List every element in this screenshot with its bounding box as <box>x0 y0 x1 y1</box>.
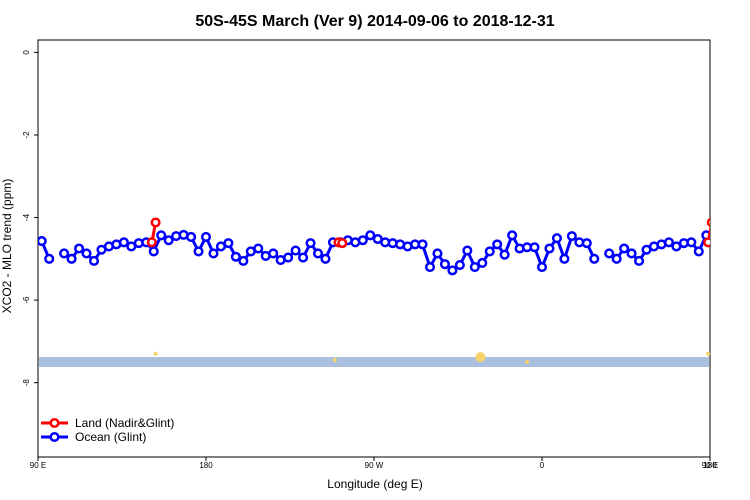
y-tick-label: -8 <box>22 379 31 387</box>
data-point <box>424 262 436 273</box>
data-point <box>484 246 495 257</box>
data-point <box>566 231 577 242</box>
x-tick-label: 0 <box>540 461 545 470</box>
y-tick-label: -2 <box>22 131 31 139</box>
data-point <box>706 217 710 228</box>
data-point <box>290 245 301 256</box>
data-point <box>693 246 704 257</box>
data-point <box>581 238 592 249</box>
band-layer <box>39 357 709 367</box>
scatter-point <box>706 351 711 356</box>
data-point <box>59 248 70 259</box>
series-ocean <box>38 229 710 276</box>
series-land <box>146 217 710 249</box>
y-tick-label: -6 <box>22 296 31 304</box>
data-point <box>663 237 674 248</box>
data-point <box>365 230 376 241</box>
data-point <box>163 235 174 246</box>
data-point <box>551 233 562 244</box>
coverage-band <box>39 357 709 367</box>
x-axis-label: Longitude (deg E) <box>327 477 422 491</box>
data-point <box>283 252 294 263</box>
data-point <box>146 237 157 248</box>
y-tick-label: -4 <box>22 213 31 221</box>
legend-label: Land (Nadir&Glint) <box>75 416 174 430</box>
series-layer <box>38 217 710 276</box>
data-point <box>626 248 637 259</box>
legend-label: Ocean (Glint) <box>75 430 146 444</box>
scatter-point <box>475 352 486 363</box>
y-axis: 0 -2 -4 -6 -8 <box>22 50 38 387</box>
y-axis-label: XCO2 - MLO trend (ppm) <box>0 179 14 314</box>
data-point <box>150 217 161 228</box>
data-point <box>417 239 428 250</box>
data-point <box>536 262 548 273</box>
data-point <box>200 231 212 242</box>
legend-item: Ocean (Glint) <box>41 430 146 444</box>
data-point <box>223 238 234 249</box>
data-point <box>439 259 450 270</box>
data-point <box>499 249 510 260</box>
chart-title: 50S-45S March (Ver 9) 2014-09-06 to 2018… <box>195 13 554 30</box>
x-tick-label: 180 <box>199 461 213 470</box>
data-point <box>357 235 368 246</box>
data-point <box>469 262 480 273</box>
data-point <box>611 253 622 264</box>
data-point <box>238 255 249 266</box>
data-point <box>312 248 324 259</box>
data-point <box>619 243 630 254</box>
data-point <box>337 238 348 249</box>
data-point <box>74 243 85 254</box>
data-point <box>320 253 331 264</box>
y-tick-label: 0 <box>22 50 31 55</box>
data-point <box>253 243 264 254</box>
data-point <box>88 255 100 266</box>
scatter-layer <box>153 351 711 365</box>
data-point <box>454 259 465 271</box>
data-point <box>38 236 47 247</box>
data-point <box>604 248 615 259</box>
data-point <box>66 253 77 264</box>
data-point <box>230 251 241 262</box>
data-point <box>477 257 488 269</box>
data-point <box>298 252 309 263</box>
data-point <box>186 231 197 242</box>
data-point <box>544 243 555 254</box>
data-point <box>634 255 645 266</box>
legend-marker <box>49 417 60 429</box>
data-point <box>44 253 55 264</box>
x-tick-label: 90 E <box>30 461 46 470</box>
data-point <box>589 253 600 264</box>
data-point <box>118 237 129 248</box>
data-point <box>193 246 204 257</box>
data-point <box>686 237 697 248</box>
data-point <box>708 236 710 244</box>
scatter-point <box>525 360 530 365</box>
data-point <box>559 253 570 264</box>
data-point <box>447 265 458 276</box>
data-point <box>156 230 167 241</box>
data-point <box>268 248 279 259</box>
data-point <box>492 239 503 250</box>
data-point <box>462 245 473 256</box>
data-point <box>703 237 710 248</box>
legend-marker <box>49 431 60 443</box>
data-point <box>507 230 518 241</box>
data-point <box>529 242 540 253</box>
legend: Land (Nadir&Glint)Ocean (Glint) <box>41 416 174 444</box>
data-point <box>148 246 159 257</box>
x-tick-label: 90 W <box>365 461 384 470</box>
scatter-point <box>153 351 158 356</box>
data-point <box>81 248 92 259</box>
data-point <box>432 248 443 259</box>
x-tick-label: 90 E <box>702 461 718 470</box>
legend-item: Land (Nadir&Glint) <box>41 416 174 430</box>
x-tick-label: 180 <box>703 461 717 470</box>
data-point <box>208 248 219 259</box>
scatter-point <box>332 357 337 362</box>
data-point <box>305 238 316 249</box>
